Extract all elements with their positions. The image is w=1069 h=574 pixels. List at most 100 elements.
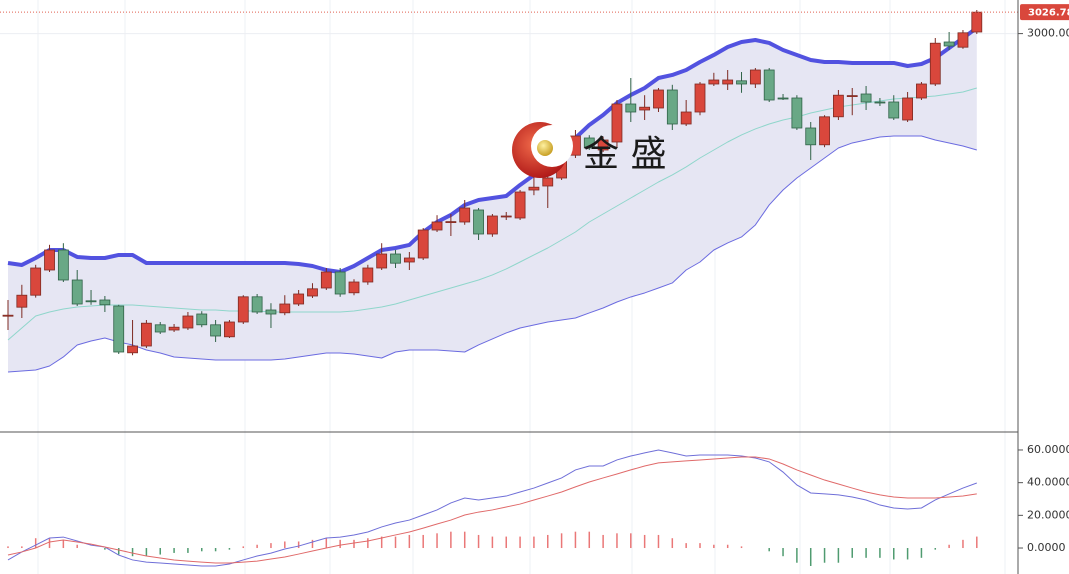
candle-body <box>168 326 180 331</box>
candle-body <box>611 103 623 143</box>
candle-body <box>791 97 803 129</box>
histogram-bar <box>311 539 314 549</box>
histogram-bar <box>574 531 577 549</box>
candle-body <box>639 106 651 111</box>
watermark-text: 金 盛 <box>583 134 666 175</box>
macd-line <box>7 449 977 567</box>
histogram-bar <box>380 536 383 549</box>
candle-body <box>749 69 761 85</box>
candle-body <box>445 221 457 224</box>
candle-body <box>805 127 817 146</box>
histogram-bar <box>726 544 729 549</box>
histogram-bar <box>214 548 217 552</box>
candle-body <box>196 313 208 326</box>
band-line <box>7 135 977 373</box>
candle-body <box>237 296 249 323</box>
candle-body <box>736 80 747 85</box>
candle-body <box>431 221 443 231</box>
candle-body <box>348 281 360 294</box>
candle-body <box>265 309 277 315</box>
candle-body <box>888 101 900 119</box>
candle-body <box>16 294 28 308</box>
histogram-bar <box>809 548 812 566</box>
histogram-bar <box>519 536 521 549</box>
candle-body <box>833 94 844 118</box>
histogram-bar <box>353 539 355 549</box>
candle-body <box>929 42 941 85</box>
candle-body <box>943 41 955 47</box>
candle-body <box>514 191 526 219</box>
histogram-bar <box>284 541 286 549</box>
candle-body <box>486 215 498 235</box>
histogram-bar <box>394 536 397 549</box>
histogram-bar <box>117 548 120 555</box>
price-tag-label: 3026.78 <box>1028 8 1069 19</box>
candle-body <box>127 345 138 354</box>
candle-body <box>500 215 512 218</box>
logo-ball <box>537 140 553 156</box>
histogram-bar <box>976 536 978 549</box>
histogram-bar <box>145 548 148 557</box>
candle-body <box>860 93 872 103</box>
histogram-bar <box>671 538 674 549</box>
histogram-bar <box>491 536 494 549</box>
histogram-bar <box>962 539 964 549</box>
histogram-bar <box>547 534 549 549</box>
candle-body <box>140 322 152 347</box>
histogram-bar <box>7 546 9 549</box>
histogram-bar <box>851 548 853 558</box>
histogram-bar <box>533 536 535 549</box>
histogram-bar <box>339 539 341 549</box>
histogram-bar <box>201 548 203 552</box>
candle-body <box>403 257 415 263</box>
histogram-bar <box>48 538 51 549</box>
candle-body <box>459 207 471 223</box>
macd-line <box>7 456 977 564</box>
candle-body <box>224 321 235 338</box>
candle-body <box>307 288 318 297</box>
candle-body <box>542 177 554 187</box>
histogram-bar <box>934 548 937 550</box>
candle-body <box>708 79 720 85</box>
histogram-bar <box>325 538 328 549</box>
histogram-bar <box>242 546 245 549</box>
histogram-bar <box>436 533 438 549</box>
histogram-bar <box>796 548 798 563</box>
candle-body <box>2 314 14 317</box>
histogram-bar <box>602 534 604 549</box>
candle-body <box>362 267 374 283</box>
y-tick-label: 40.0000 <box>1027 476 1069 489</box>
histogram-bar <box>782 548 784 557</box>
histogram-bar <box>450 531 452 549</box>
candle-body <box>113 305 125 353</box>
candle-body <box>583 137 595 149</box>
y-tick-label: 3000.00 <box>1027 27 1069 40</box>
band-line <box>7 26 978 274</box>
candle-body <box>846 95 858 97</box>
candle-body <box>819 116 830 146</box>
histogram-bar <box>367 538 369 549</box>
candle-body <box>390 253 401 264</box>
histogram-bar <box>920 548 923 558</box>
histogram-bar <box>187 548 189 553</box>
candle-body <box>957 32 969 48</box>
histogram-bar <box>685 543 687 549</box>
histogram-bar <box>906 548 909 560</box>
candle-body <box>182 315 194 329</box>
histogram-bar <box>713 544 715 549</box>
candle-body <box>154 324 166 333</box>
candle-body <box>971 11 983 33</box>
candle-body <box>417 229 429 259</box>
histogram-bar <box>21 546 23 549</box>
histogram-bar <box>477 534 480 549</box>
candle-body <box>625 103 637 113</box>
histogram-bar <box>173 548 175 553</box>
histogram-bar <box>463 531 466 549</box>
candle-body <box>473 209 484 235</box>
price-tag <box>1020 4 1069 21</box>
candle-body <box>57 249 69 281</box>
histogram-bar <box>297 541 300 549</box>
candle-body <box>210 324 222 337</box>
candle-body <box>763 69 775 101</box>
candle-body <box>722 79 734 85</box>
